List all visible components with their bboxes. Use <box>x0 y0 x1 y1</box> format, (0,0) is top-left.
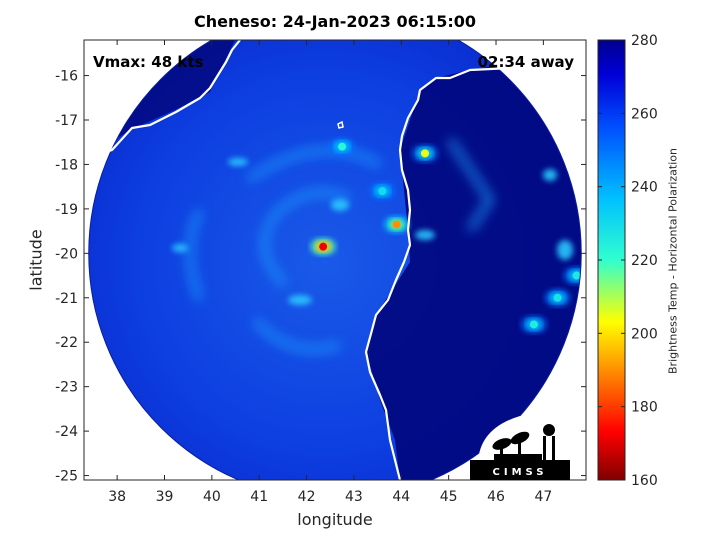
band-highlights <box>172 158 573 305</box>
cold-features <box>310 137 582 334</box>
x-tick-label: 38 <box>108 489 126 505</box>
colorbar-tick-label: 180 <box>631 400 658 416</box>
x-axis: 38 39 40 41 42 43 44 45 46 47 <box>108 40 552 505</box>
plot-frame <box>83 39 587 481</box>
island-mark <box>337 120 344 129</box>
y-tick-label: -22 <box>55 335 78 351</box>
y-tick-label: -21 <box>55 291 78 307</box>
x-tick-label: 40 <box>203 489 221 505</box>
y-tick-label: -19 <box>55 202 78 218</box>
x-tick-label: 43 <box>345 489 363 505</box>
x-tick-label: 39 <box>156 489 174 505</box>
coastline-madagascar <box>364 40 586 480</box>
cold-feature <box>544 288 571 307</box>
y-axis-label: latitude <box>26 229 46 291</box>
colorbar-tick-label: 260 <box>631 106 658 122</box>
cold-feature <box>520 315 547 334</box>
x-tick-label: 45 <box>440 489 458 505</box>
x-tick-label: 41 <box>250 489 268 505</box>
y-tick-label: -16 <box>55 69 78 85</box>
time-away-label: 02:34 away <box>477 53 574 71</box>
y-tick-label: -18 <box>55 157 78 173</box>
cold-feature <box>411 144 438 163</box>
y-tick-label: -23 <box>55 380 78 396</box>
x-axis-label: longitude <box>297 510 373 529</box>
x-tick-label: 44 <box>392 489 410 505</box>
cold-feature <box>310 237 337 256</box>
x-tick-label: 42 <box>298 489 316 505</box>
cold-feature <box>369 182 396 201</box>
x-tick-label: 46 <box>487 489 505 505</box>
y-axis: -16 -17 -18 -19 -20 -21 -22 -23 -24 -25 <box>55 69 586 485</box>
y-tick-label: -25 <box>55 469 78 485</box>
cold-feature <box>329 137 356 156</box>
colorbar <box>597 39 626 481</box>
y-tick-label: -17 <box>55 113 78 129</box>
coastline-mozambique <box>84 40 241 162</box>
vmax-label: Vmax: 48 kts <box>93 53 204 71</box>
page-title: Cheneso: 24-Jan-2023 06:15:00 <box>193 12 477 31</box>
x-tick-label: 47 <box>534 489 552 505</box>
y-tick-label: -24 <box>55 424 78 440</box>
colorbar-ticks: 280 260 240 220 200 180 160 <box>598 33 658 489</box>
rain-bands <box>186 138 495 353</box>
svg-text:CIMSS: CIMSS <box>493 467 548 478</box>
colorbar-tick-label: 280 <box>631 33 658 49</box>
colorbar-tick-label: 200 <box>631 326 658 342</box>
colorbar-tick-label: 160 <box>631 473 658 489</box>
logo-cimss: CIMSS <box>470 415 570 480</box>
y-tick-label: -20 <box>55 246 78 262</box>
colorbar-tick-label: 240 <box>631 180 658 196</box>
colorbar-label: Brightness Temp - Horizontal Polarizatio… <box>666 148 680 374</box>
colorbar-tick-label: 220 <box>631 253 658 269</box>
cold-feature <box>383 215 410 234</box>
